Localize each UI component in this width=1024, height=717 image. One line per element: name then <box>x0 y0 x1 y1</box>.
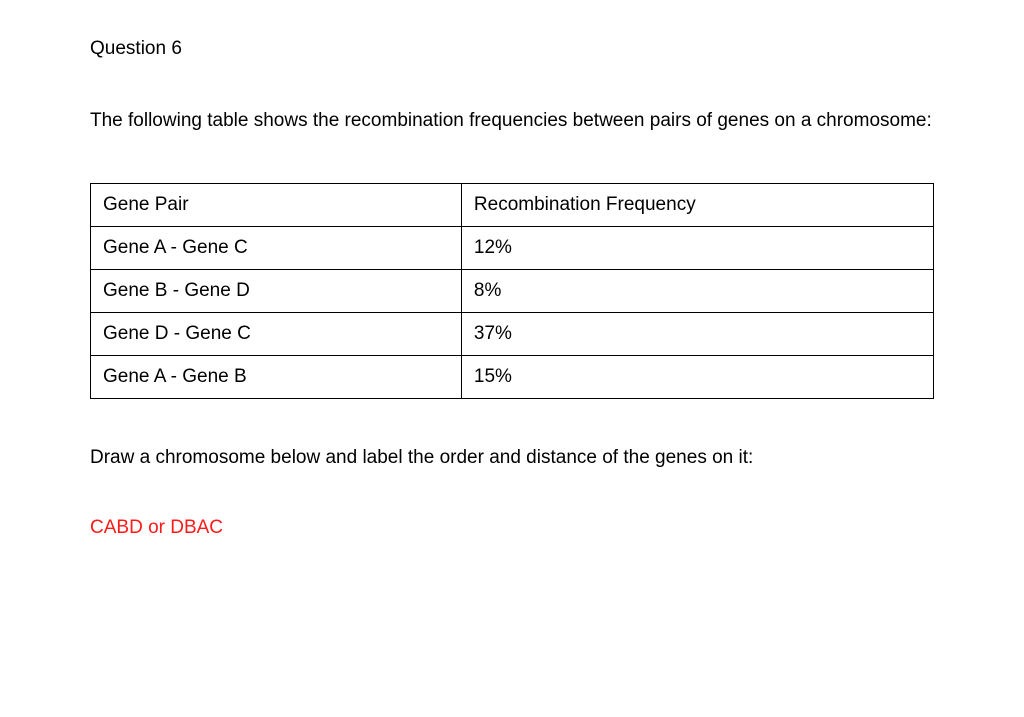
question-prompt: The following table shows the recombinat… <box>90 108 934 135</box>
table-cell: Gene A - Gene C <box>91 226 462 269</box>
table-row: Gene D - Gene C 37% <box>91 312 934 355</box>
table-cell: 37% <box>461 312 933 355</box>
recombination-table: Gene Pair Recombination Frequency Gene A… <box>90 183 934 399</box>
table-row: Gene B - Gene D 8% <box>91 269 934 312</box>
table-header-cell: Recombination Frequency <box>461 183 933 226</box>
table-header-cell: Gene Pair <box>91 183 462 226</box>
table-cell: 12% <box>461 226 933 269</box>
table-cell: Gene A - Gene B <box>91 355 462 398</box>
question-title: Question 6 <box>90 38 934 60</box>
table-cell: Gene B - Gene D <box>91 269 462 312</box>
instruction-text: Draw a chromosome below and label the or… <box>90 447 934 469</box>
table-row: Gene A - Gene C 12% <box>91 226 934 269</box>
table-cell: Gene D - Gene C <box>91 312 462 355</box>
table-cell: 15% <box>461 355 933 398</box>
table-row: Gene A - Gene B 15% <box>91 355 934 398</box>
table-header-row: Gene Pair Recombination Frequency <box>91 183 934 226</box>
answer-text: CABD or DBAC <box>90 517 934 539</box>
table-cell: 8% <box>461 269 933 312</box>
